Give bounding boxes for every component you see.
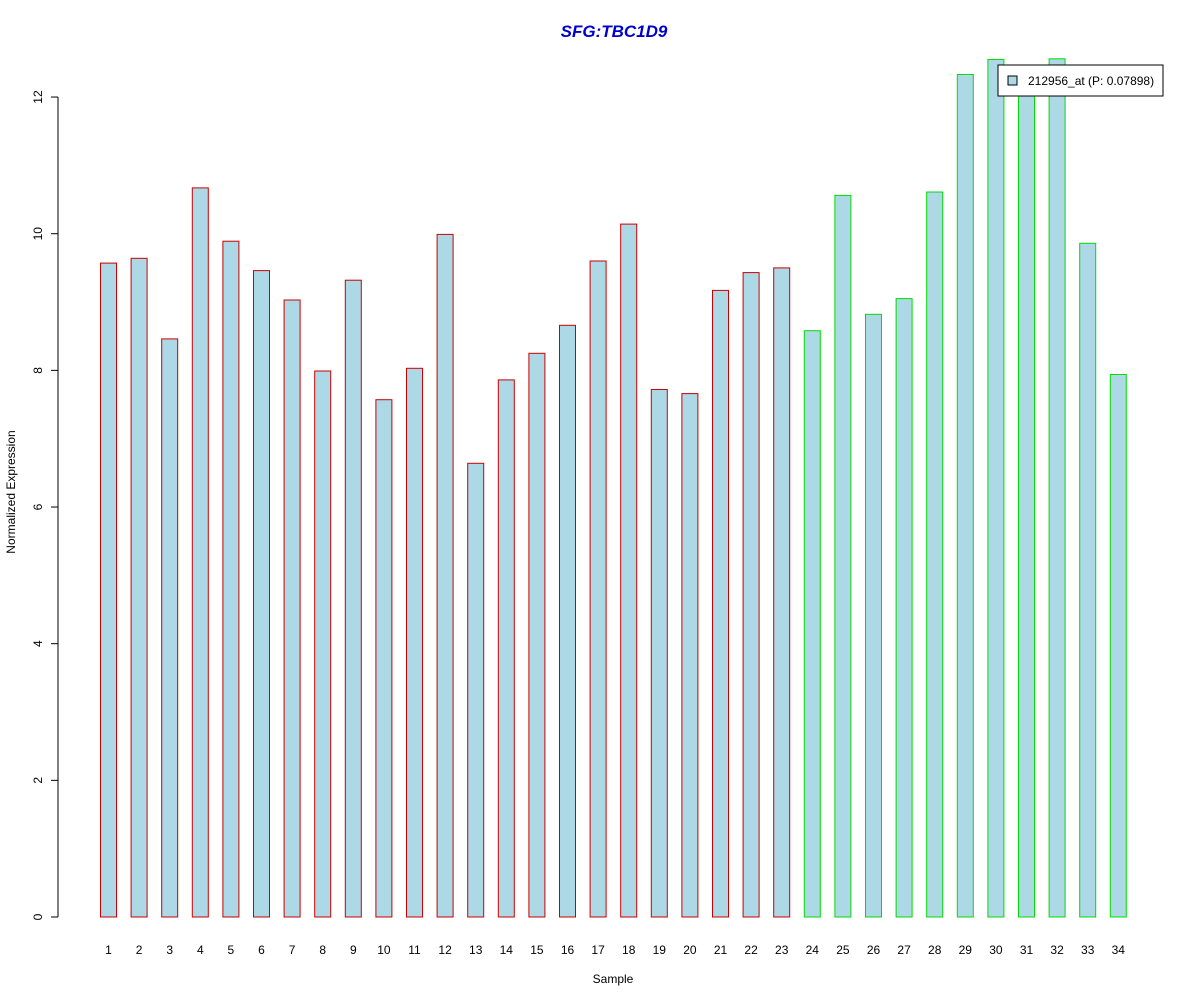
bar-sample-3 — [161, 338, 179, 918]
bar-sample-28 — [926, 191, 944, 918]
x-tick-label: 24 — [806, 943, 820, 957]
bar-sample-19 — [650, 389, 668, 918]
legend-box — [997, 64, 1164, 97]
bar-sample-29 — [956, 74, 974, 918]
bar-sample-21 — [712, 289, 729, 918]
x-tick-label: 29 — [959, 943, 973, 957]
x-axis-title: Sample — [593, 972, 634, 986]
x-tick-label: 11 — [408, 943, 421, 957]
x-tick-label: 2 — [136, 943, 143, 957]
x-tick-label: 30 — [989, 943, 1003, 957]
bar-sample-32 — [1048, 58, 1066, 918]
x-tick-label: 32 — [1050, 943, 1064, 957]
x-tick-label: 18 — [622, 943, 636, 957]
bar-sample-6 — [253, 270, 270, 918]
bar-sample-12 — [436, 233, 454, 918]
y-tick-label: 8 — [31, 367, 45, 374]
x-tick-label: 27 — [897, 943, 911, 957]
bar-sample-5 — [222, 240, 240, 918]
bar-sample-24 — [803, 330, 821, 918]
bar-sample-11 — [406, 367, 423, 918]
x-tick-label: 4 — [197, 943, 204, 957]
bar-sample-2 — [130, 257, 148, 918]
x-tick-label: 33 — [1081, 943, 1095, 957]
legend-swatch — [1007, 75, 1018, 86]
x-tick-label: 10 — [377, 943, 391, 957]
y-tick-label: 2 — [31, 777, 45, 784]
x-tick-label: 31 — [1020, 943, 1034, 957]
bar-sample-17 — [589, 260, 607, 918]
bar-sample-8 — [314, 370, 332, 918]
bar-sample-26 — [865, 313, 882, 918]
chart-title: SFG:TBC1D9 — [561, 22, 668, 41]
x-tick-label: 21 — [714, 943, 728, 957]
bar-sample-27 — [895, 298, 913, 918]
bar-sample-30 — [987, 59, 1005, 918]
bar-sample-4 — [191, 187, 209, 918]
x-tick-label: 3 — [166, 943, 173, 957]
x-tick-label: 14 — [500, 943, 514, 957]
bar-sample-22 — [742, 272, 760, 918]
x-tick-label: 22 — [744, 943, 758, 957]
x-tick-label: 34 — [1112, 943, 1126, 957]
x-tick-label: 17 — [591, 943, 605, 957]
bar-sample-25 — [834, 194, 852, 918]
bar-sample-1 — [100, 262, 117, 918]
x-tick-label: 1 — [105, 943, 112, 957]
x-tick-label: 7 — [289, 943, 296, 957]
y-tick-label: 4 — [31, 640, 45, 647]
x-tick-label: 20 — [683, 943, 697, 957]
x-tick-label: 6 — [258, 943, 265, 957]
x-tick-label: 23 — [775, 943, 789, 957]
legend: 212956_at (P: 0.07898) — [997, 64, 1164, 97]
bar-sample-15 — [528, 352, 546, 918]
y-tick-label: 10 — [31, 227, 45, 241]
x-tick-label: 15 — [530, 943, 544, 957]
bars — [100, 58, 1127, 918]
x-tick-label: 8 — [319, 943, 326, 957]
bar-sample-20 — [681, 393, 699, 918]
x-tick-label: 26 — [867, 943, 881, 957]
x-tick-label: 12 — [438, 943, 452, 957]
bar-sample-33 — [1079, 242, 1097, 918]
x-tick-label: 19 — [653, 943, 667, 957]
bar-sample-10 — [375, 399, 393, 918]
bar-sample-9 — [344, 279, 362, 918]
y-tick-label: 12 — [31, 90, 45, 104]
bar-sample-18 — [620, 223, 638, 918]
bar-sample-13 — [467, 462, 485, 918]
x-tick-label: 5 — [228, 943, 235, 957]
x-tick-label: 9 — [350, 943, 357, 957]
x-axis-labels: 1 2 3 4 5 6 7 8 9 10 11 12 13 14 15 16 17 18 19 20 21 22 23 24 2… — [105, 943, 1125, 957]
y-axis: 0 2 4 6 8 10 12 — [31, 90, 59, 920]
bar-sample-31 — [1018, 90, 1035, 918]
y-tick-label: 6 — [31, 503, 45, 510]
bar-sample-23 — [773, 267, 791, 918]
bar-sample-14 — [497, 379, 515, 918]
bar-sample-34 — [1109, 374, 1127, 918]
bar-sample-7 — [283, 299, 301, 918]
x-tick-label: 28 — [928, 943, 942, 957]
x-tick-label: 13 — [469, 943, 483, 957]
x-tick-label: 25 — [836, 943, 850, 957]
y-axis-title: Normalized Expression — [4, 430, 18, 553]
bar-sample-16 — [559, 324, 576, 918]
y-tick-label: 0 — [31, 913, 45, 920]
x-tick-label: 16 — [561, 943, 575, 957]
legend-label: 212956_at (P: 0.07898) — [1028, 74, 1154, 88]
